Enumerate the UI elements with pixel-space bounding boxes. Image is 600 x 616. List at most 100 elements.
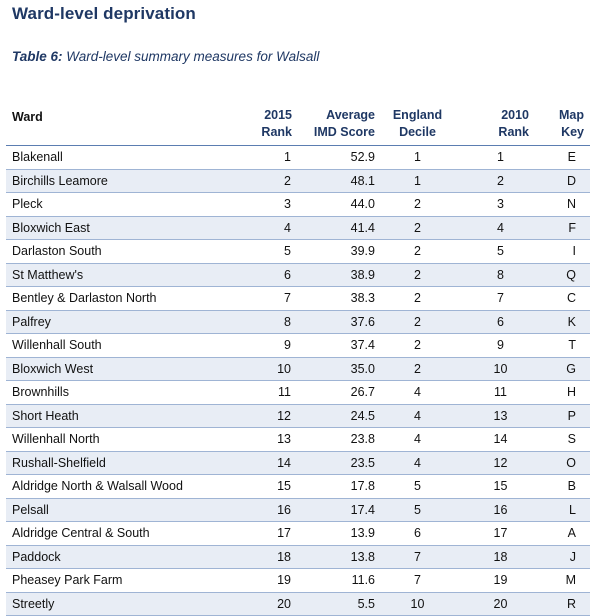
table-row: St Matthew's 6 38.9 2 8 Q (6, 263, 590, 287)
cell-ward: Brownhills (6, 380, 226, 405)
cell-imd-score: 37.4 (298, 333, 381, 358)
table-row: Pelsall 16 17.4 5 16 L (6, 498, 590, 522)
cell-rank-2015: 20 (226, 592, 298, 616)
cell-rank-2015: 2 (226, 169, 298, 193)
cell-imd-score: 17.8 (298, 474, 381, 499)
table-row: Willenhall North 13 23.8 4 14 S (6, 427, 590, 452)
cell-rank-2010: 18 (454, 545, 535, 569)
header-england-decile-line1: England (392, 108, 443, 122)
table-row: Short Heath 12 24.5 4 13 P (6, 404, 590, 428)
header-imd-score-line2: IMD Score (313, 125, 375, 139)
table-row: Willenhall South 9 37.4 2 9 T (6, 333, 590, 358)
header-map-key-line2: Key (561, 125, 584, 139)
cell-rank-2015: 12 (226, 404, 298, 428)
cell-ward: Blakenall (6, 145, 226, 170)
cell-ward: Willenhall North (6, 427, 226, 452)
ward-summary-table-container: Ward 20 1 5 Rank Average IMD Score England… (6, 87, 590, 616)
cell-map-key: R (535, 592, 590, 616)
header-ward: Ward (6, 87, 226, 146)
cell-rank-2015: 9 (226, 333, 298, 358)
cell-england-decile: 7 (381, 545, 454, 569)
cell-rank-2015: 14 (226, 451, 298, 475)
cell-england-decile: 2 (381, 192, 454, 217)
cell-rank-2015: 5 (226, 239, 298, 264)
cell-ward: Bentley & Darlaston North (6, 286, 226, 311)
cell-ward: Bloxwich West (6, 357, 226, 381)
cell-map-key: G (535, 357, 590, 381)
cell-ward: Aldridge Central & South (6, 521, 226, 546)
table-body: Blakenall 1 52.9 1 1 E Birchills Leamore 2 48.1 1… (6, 145, 590, 616)
cell-rank-2010: 6 (454, 310, 535, 334)
cell-imd-score: 39.9 (298, 239, 381, 264)
table-row: Paddock 18 13.8 7 18 J (6, 545, 590, 569)
cell-rank-2010: 4 (454, 216, 535, 240)
cell-england-decile: 5 (381, 498, 454, 522)
cell-rank-2015: 7 (226, 286, 298, 311)
table-row: Palfrey 8 37.6 2 6 K (6, 310, 590, 334)
cell-map-key: M (535, 568, 590, 593)
cell-imd-score: 24.5 (298, 404, 381, 428)
cell-imd-score: 52.9 (298, 145, 381, 170)
cell-imd-score: 38.3 (298, 286, 381, 311)
table-caption: Table 6: Ward-level summary measures for… (12, 49, 319, 64)
header-row: Ward 2015 Rank Average IMD Score England… (6, 87, 590, 146)
cell-england-decile: 4 (381, 380, 454, 405)
cell-imd-score: 17.4 (298, 498, 381, 522)
cell-ward: Willenhall South (6, 333, 226, 358)
cell-map-key: B (535, 474, 590, 499)
cell-ward: Paddock (6, 545, 226, 569)
table-row: Darlaston South 5 39.9 2 5 I (6, 239, 590, 264)
cell-ward: St Matthew's (6, 263, 226, 287)
cell-ward: Pelsall (6, 498, 226, 522)
table-row: Bloxwich West 10 35.0 2 10 G (6, 357, 590, 381)
cell-imd-score: 44.0 (298, 192, 381, 217)
cell-rank-2015: 10 (226, 357, 298, 381)
cell-rank-2010: 2 (454, 169, 535, 193)
cell-rank-2010: 8 (454, 263, 535, 287)
cell-imd-score: 23.5 (298, 451, 381, 475)
cell-england-decile: 2 (381, 286, 454, 311)
ward-summary-table: Ward 20 1 5 Rank Average IMD Score England… (6, 87, 590, 616)
cell-map-key: K (535, 310, 590, 334)
cell-england-decile: 5 (381, 474, 454, 499)
cell-map-key: T (535, 333, 590, 358)
cell-ward: Palfrey (6, 310, 226, 334)
cell-rank-2010: 12 (454, 451, 535, 475)
cell-imd-score: 23.8 (298, 427, 381, 452)
cell-england-decile: 2 (381, 239, 454, 264)
cell-map-key: J (535, 545, 590, 569)
table-row: Rushall-Shelfield 14 23.5 4 12 O (6, 451, 590, 475)
cell-rank-2010: 20 (454, 592, 535, 616)
cell-imd-score: 41.4 (298, 216, 381, 240)
header-imd-score-line1: Average (326, 108, 375, 122)
cell-england-decile: 1 (381, 145, 454, 170)
section-title: Ward-level deprivation (12, 4, 196, 23)
cell-imd-score: 26.7 (298, 380, 381, 405)
header-imd-score: Average IMD Score (298, 87, 381, 146)
cell-ward: Aldridge North & Walsall Wood (6, 474, 226, 499)
cell-ward: Darlaston South (6, 239, 226, 264)
cell-ward: Bloxwich East (6, 216, 226, 240)
cell-imd-score: 35.0 (298, 357, 381, 381)
cell-ward: Short Heath (6, 404, 226, 428)
header-rank-2015-line2: Rank (261, 125, 292, 139)
cell-map-key: D (535, 169, 590, 193)
cell-rank-2010: 14 (454, 427, 535, 452)
cell-map-key: S (535, 427, 590, 452)
cell-map-key: Q (535, 263, 590, 287)
cell-map-key: N (535, 192, 590, 217)
table-row: Aldridge Central & South 17 13.9 6 17 A (6, 521, 590, 546)
table-caption-text: Ward-level summary measures for Walsall (62, 49, 320, 64)
cell-rank-2015: 18 (226, 545, 298, 569)
table-row: Blakenall 1 52.9 1 1 E (6, 145, 590, 170)
cell-rank-2010: 19 (454, 568, 535, 593)
cell-england-decile: 2 (381, 310, 454, 334)
header-map-key: Map Key (535, 87, 590, 146)
header-england-decile: England Decile (381, 87, 454, 146)
cell-england-decile: 2 (381, 263, 454, 287)
header-rank-2010-line1: 2010 (501, 108, 529, 122)
table-header: Ward 2015 Rank Average IMD Score England… (6, 87, 590, 146)
cell-rank-2015: 19 (226, 568, 298, 593)
cell-ward: Pleck (6, 192, 226, 217)
cell-england-decile: 6 (381, 521, 454, 546)
